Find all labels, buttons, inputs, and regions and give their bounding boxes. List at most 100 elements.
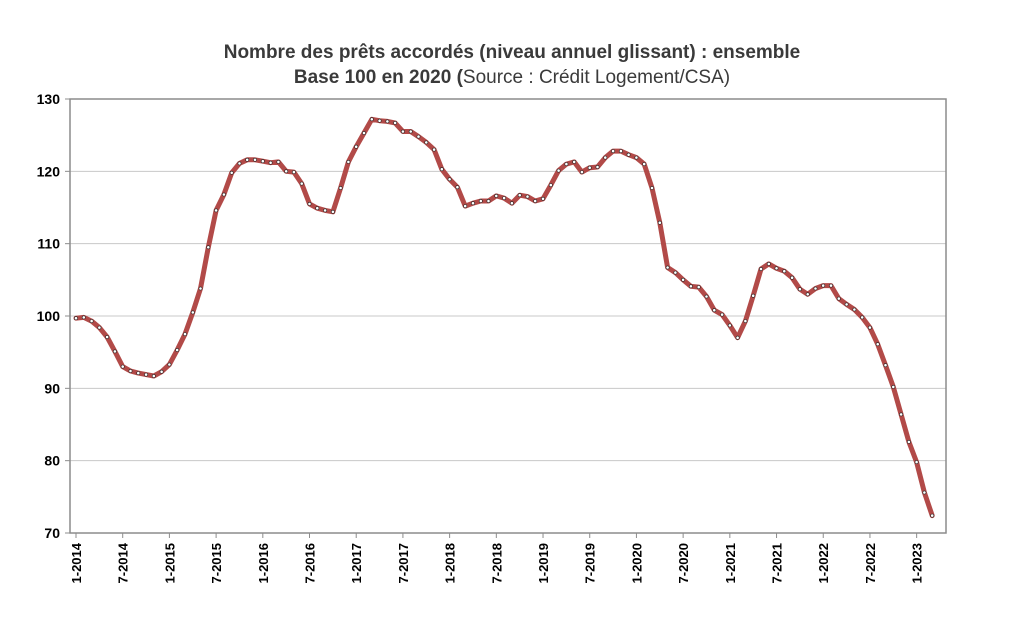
x-tick-label: 7-2017 — [396, 543, 411, 583]
data-point — [829, 283, 833, 288]
data-point — [502, 196, 507, 201]
data-point — [198, 286, 203, 291]
data-point — [907, 439, 911, 444]
data-point — [151, 374, 156, 378]
y-tick-label: 120 — [37, 163, 61, 179]
x-tick-label: 1-2016 — [256, 543, 271, 583]
data-point — [860, 315, 865, 320]
data-point — [689, 284, 693, 289]
x-tick-label: 7-2015 — [209, 543, 224, 583]
data-point — [611, 149, 616, 154]
data-point — [891, 384, 896, 389]
data-point — [463, 204, 468, 209]
data-point — [455, 185, 460, 190]
data-point — [385, 119, 390, 124]
x-tick-label: 1-2021 — [723, 543, 738, 583]
data-point — [330, 209, 335, 214]
data-point — [743, 319, 748, 324]
data-point — [603, 155, 608, 160]
data-point — [323, 208, 328, 213]
x-tick-label: 1-2020 — [629, 543, 644, 583]
data-point — [813, 286, 818, 291]
data-point — [432, 147, 437, 152]
data-point — [276, 159, 281, 164]
data-point — [206, 245, 211, 250]
data-point — [634, 155, 639, 160]
data-point — [681, 277, 686, 282]
data-point — [439, 167, 444, 172]
data-point — [268, 160, 273, 165]
x-tick-label: 1-2017 — [349, 543, 364, 583]
data-point — [712, 308, 717, 313]
data-point — [735, 335, 740, 340]
data-point — [572, 159, 577, 164]
data-point — [299, 181, 304, 186]
data-point — [237, 161, 242, 166]
x-tick-label: 1-2022 — [816, 543, 831, 583]
data-point — [159, 369, 164, 374]
x-tick-label: 7-2018 — [489, 543, 504, 583]
data-point — [416, 134, 421, 139]
data-point — [899, 412, 904, 417]
data-point — [759, 267, 763, 271]
data-point — [74, 316, 78, 321]
data-point — [727, 323, 732, 328]
chart-title: Nombre des prêts accordés (niveau annuel… — [223, 42, 801, 63]
data-point — [914, 460, 919, 465]
data-point — [120, 364, 125, 369]
x-tick-label: 7-2022 — [863, 543, 878, 583]
data-point — [400, 129, 405, 134]
chart-title-block: Nombre des prêts accordés (niveau annuel… — [0, 40, 1024, 90]
y-tick-label: 90 — [44, 380, 60, 396]
data-point — [642, 162, 647, 167]
x-tick-label: 1-2019 — [536, 543, 551, 583]
data-point — [167, 362, 172, 367]
data-point — [494, 193, 499, 198]
data-point — [587, 165, 592, 170]
x-tick-label: 1-2015 — [162, 543, 177, 583]
data-point — [369, 117, 374, 122]
data-point — [229, 170, 234, 175]
data-point — [183, 332, 187, 337]
gridlines — [70, 170, 946, 462]
data-point — [883, 363, 888, 368]
data-point — [284, 169, 289, 174]
data-point — [221, 192, 226, 197]
data-point — [509, 201, 514, 206]
y-axis: 70 80 90 100 110 120 130 — [37, 91, 70, 541]
data-point — [315, 206, 320, 211]
data-point — [930, 513, 935, 518]
x-axis: 1-2014 7-2014 1-2015 7-2015 1-2016 7-2016 1-20… — [69, 533, 925, 583]
data-point — [190, 310, 195, 315]
data-point — [875, 342, 880, 347]
data-point — [175, 348, 180, 352]
series-layer — [73, 116, 935, 519]
chart-source: Source : Crédit Logement/CSA) — [462, 67, 731, 88]
chart-subtitle: Base 100 en 2020 ( — [293, 67, 463, 88]
data-point — [844, 302, 849, 307]
data-point — [525, 194, 530, 199]
data-point — [673, 270, 678, 275]
data-point — [696, 285, 701, 290]
y-tick-label: 70 — [44, 525, 60, 541]
data-point — [81, 315, 86, 320]
data-point — [260, 159, 265, 164]
data-point — [377, 118, 382, 123]
y-tick-label: 100 — [37, 308, 61, 324]
data-point — [214, 208, 219, 213]
data-point — [517, 193, 522, 198]
x-tick-label: 7-2021 — [770, 543, 785, 583]
data-point — [144, 372, 149, 377]
data-point — [253, 157, 257, 162]
data-point — [447, 177, 452, 182]
series-line — [73, 116, 935, 519]
x-tick-label: 1-2014 — [69, 542, 84, 583]
data-point — [548, 183, 553, 188]
data-point — [128, 369, 133, 373]
data-point — [798, 287, 802, 292]
data-point — [89, 319, 94, 324]
data-point — [113, 349, 117, 354]
y-tick-label: 130 — [37, 91, 61, 107]
data-point — [868, 325, 872, 330]
